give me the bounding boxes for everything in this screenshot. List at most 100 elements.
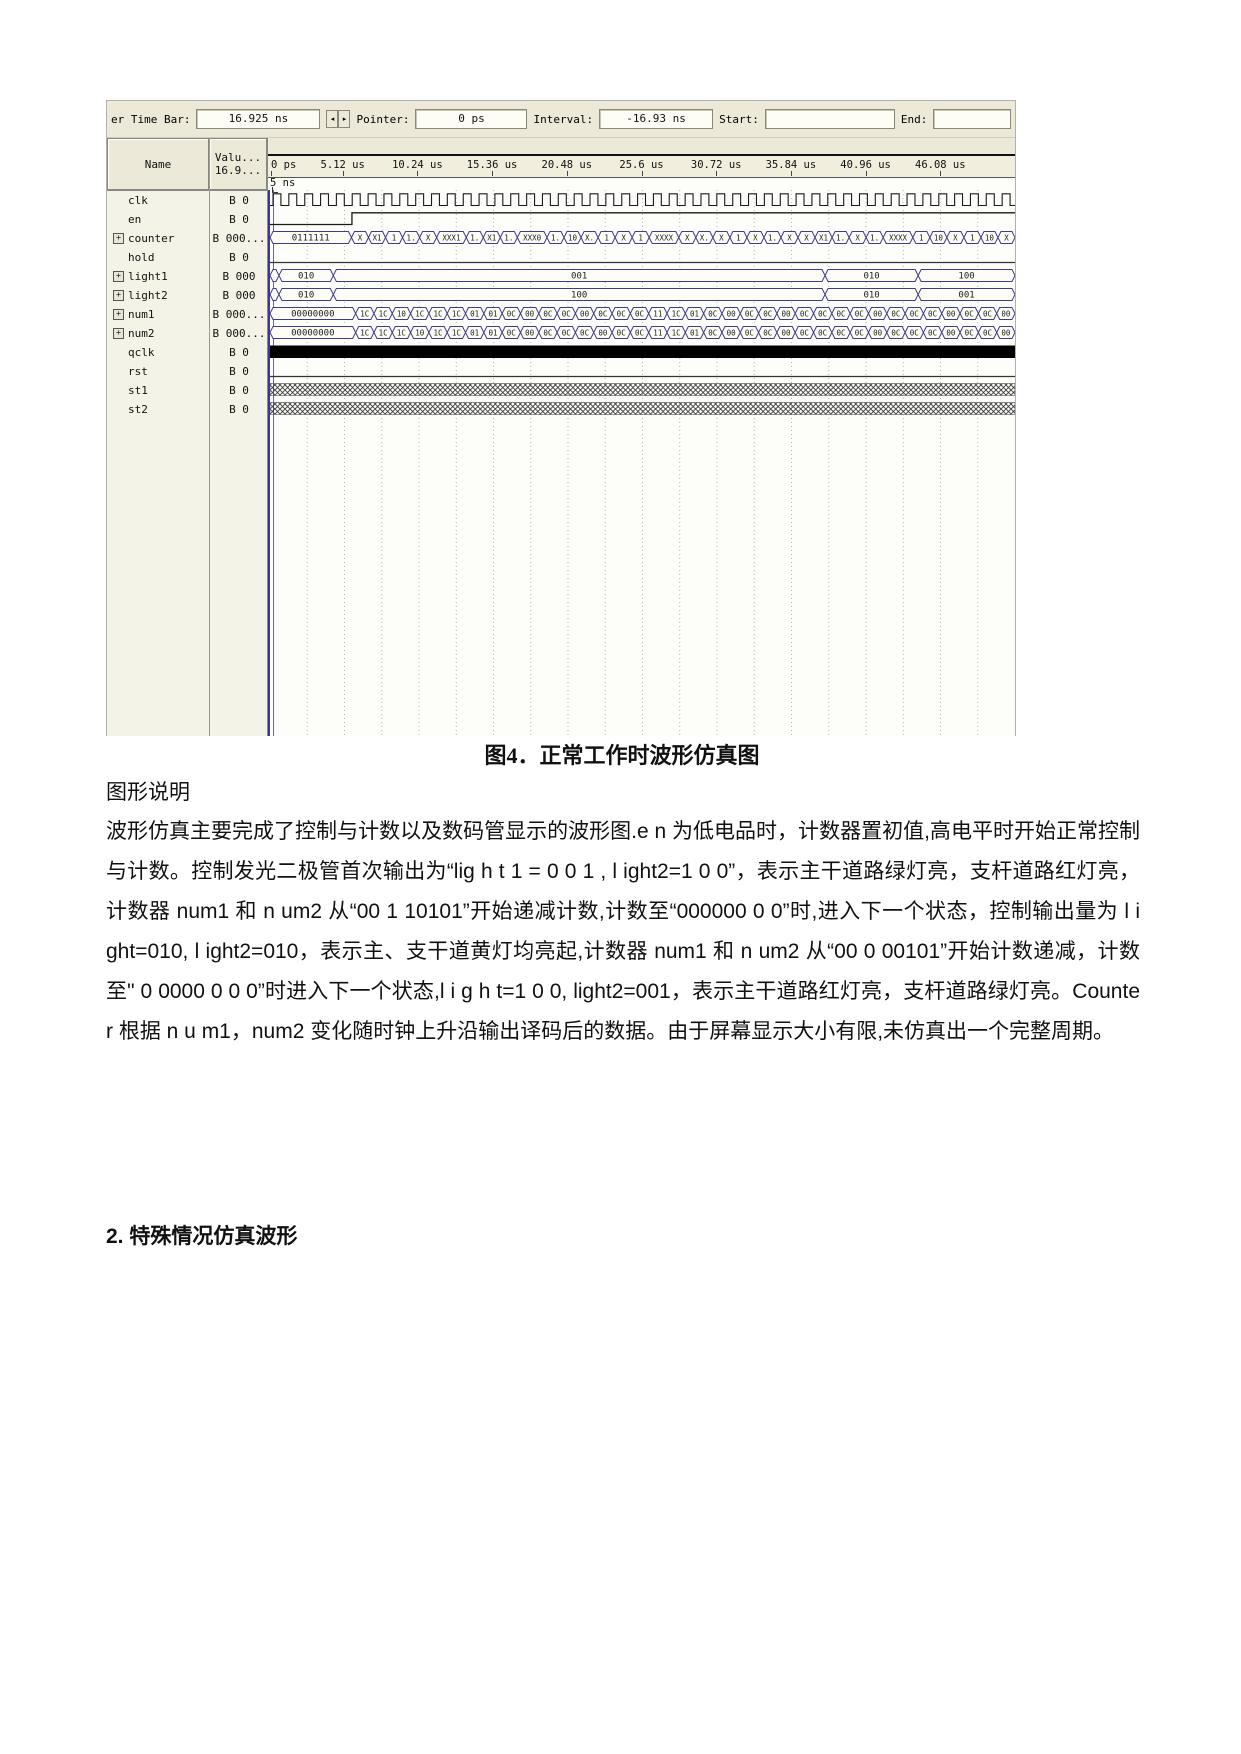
signal-column-header: Name Valu... 16.9... bbox=[107, 138, 267, 191]
svg-text:1: 1 bbox=[392, 234, 397, 243]
start-field[interactable] bbox=[764, 109, 895, 129]
svg-text:0C: 0C bbox=[891, 329, 900, 338]
svg-text:X: X bbox=[685, 234, 690, 243]
svg-text:0C: 0C bbox=[983, 329, 992, 338]
waveform-simulator-window: er Time Bar: 16.925 ns ◂ ▸ Pointer: 0 ps… bbox=[106, 100, 1016, 736]
svg-text:1: 1 bbox=[604, 234, 609, 243]
svg-text:01: 01 bbox=[488, 310, 497, 319]
wave-trace-clk bbox=[270, 190, 1015, 209]
wave-trace-hold bbox=[270, 247, 1015, 266]
value-column-header[interactable]: Valu... 16.9... bbox=[209, 138, 267, 190]
time-bar-spinner: ◂ ▸ bbox=[326, 110, 351, 128]
end-field[interactable] bbox=[933, 109, 1011, 129]
svg-text:00: 00 bbox=[525, 329, 535, 338]
start-label: Start: bbox=[719, 112, 759, 126]
ruler-tick-icon bbox=[641, 171, 643, 176]
svg-text:0C: 0C bbox=[800, 329, 809, 338]
svg-text:00: 00 bbox=[1001, 310, 1011, 319]
time-ruler[interactable]: 0 ps 5.12 us 10.24 us 15.36 us 20.48 us 25.6 … bbox=[268, 154, 1015, 178]
pointer-label: Pointer: bbox=[356, 112, 410, 126]
signal-row-light1[interactable]: + light1 B 000 bbox=[107, 267, 267, 286]
ruler-tick-icon bbox=[940, 171, 942, 176]
svg-text:0C: 0C bbox=[507, 310, 516, 319]
time-bar-field[interactable]: 16.925 ns bbox=[196, 109, 321, 129]
signal-value: B 0 bbox=[229, 194, 249, 207]
signal-value: B 000 bbox=[222, 270, 256, 283]
svg-text:1C: 1C bbox=[360, 329, 369, 338]
signal-name: clk bbox=[128, 194, 148, 207]
ruler-tick-icon bbox=[492, 171, 494, 176]
svg-text:1C: 1C bbox=[397, 329, 406, 338]
signal-value: B 000 bbox=[222, 289, 256, 302]
signal-name: rst bbox=[128, 365, 148, 378]
expand-icon[interactable]: + bbox=[113, 309, 124, 320]
signal-value: B 000... bbox=[212, 327, 266, 340]
time-cursor-label: 5 ns bbox=[270, 177, 296, 189]
svg-text:00000000: 00000000 bbox=[291, 329, 334, 339]
svg-text:01: 01 bbox=[488, 329, 497, 338]
description-paragraph: 波形仿真主要完成了控制与计数以及数码管显示的波形图.e n 为低电品时，计数器置… bbox=[106, 820, 1140, 1043]
svg-text:1C: 1C bbox=[672, 329, 681, 338]
svg-text:1: 1 bbox=[970, 234, 975, 243]
signal-value: B 0 bbox=[229, 403, 249, 416]
svg-text:10: 10 bbox=[985, 234, 995, 243]
wave-trace-qclk bbox=[270, 342, 1015, 361]
ruler-tick-label: 46.08 us bbox=[915, 159, 966, 171]
signal-name: en bbox=[128, 213, 142, 226]
svg-text:X: X bbox=[621, 234, 626, 243]
interval-field[interactable]: -16.93 ns bbox=[599, 109, 714, 129]
expand-icon[interactable]: + bbox=[113, 290, 124, 301]
end-label: End: bbox=[900, 112, 928, 126]
signal-row-counter[interactable]: + counter B 000... bbox=[107, 229, 267, 248]
svg-text:0C: 0C bbox=[598, 310, 607, 319]
svg-text:0C: 0C bbox=[562, 310, 571, 319]
signal-row-light2[interactable]: + light2 B 000 bbox=[107, 286, 267, 305]
svg-text:0C: 0C bbox=[507, 329, 516, 338]
signal-value: B 0 bbox=[229, 384, 249, 397]
svg-text:00: 00 bbox=[946, 310, 956, 319]
wave-rows[interactable]: 0111111 X X1 1 1. X XXX1 1. X1 1. XXX0 1. 10 X. 1 X 1 XXX… bbox=[268, 190, 1015, 736]
svg-text:100: 100 bbox=[958, 272, 974, 282]
wave-trace-rst bbox=[270, 361, 1015, 380]
expand-icon[interactable]: + bbox=[113, 233, 124, 244]
signal-row-num2[interactable]: + num2 B 000... bbox=[107, 324, 267, 343]
wave-trace-counter: 0111111 X X1 1 1. X XXX1 1. X1 1. XXX0 1. 10 X. 1 X 1 XXX… bbox=[270, 228, 1015, 247]
svg-text:1C: 1C bbox=[415, 310, 424, 319]
svg-text:0C: 0C bbox=[818, 329, 827, 338]
spin-left-icon[interactable]: ◂ bbox=[326, 110, 339, 128]
time-cursor-hook-icon bbox=[272, 187, 278, 193]
time-cursor-line[interactable] bbox=[273, 190, 274, 736]
expand-icon[interactable]: + bbox=[113, 328, 124, 339]
wave-trace-light2: 010 100 010 001 bbox=[270, 285, 1015, 304]
signal-row-en[interactable]: +enB 0 bbox=[107, 210, 267, 229]
ruler-tick-label: 0 ps bbox=[271, 159, 297, 171]
svg-text:0C: 0C bbox=[910, 310, 919, 319]
signal-row-num1[interactable]: + num1 B 000... bbox=[107, 305, 267, 324]
signal-name: light1 bbox=[128, 270, 168, 283]
svg-text:01: 01 bbox=[470, 329, 479, 338]
svg-text:00: 00 bbox=[727, 310, 737, 319]
svg-text:01: 01 bbox=[690, 329, 699, 338]
name-column-header[interactable]: Name bbox=[107, 138, 209, 190]
svg-text:X: X bbox=[787, 234, 792, 243]
svg-text:X1: X1 bbox=[819, 234, 828, 243]
pointer-field[interactable]: 0 ps bbox=[415, 109, 528, 129]
expand-icon[interactable]: + bbox=[113, 271, 124, 282]
time-cursor-row[interactable]: 5 ns bbox=[268, 177, 1015, 193]
svg-text:X: X bbox=[855, 234, 860, 243]
svg-text:00: 00 bbox=[1001, 329, 1011, 338]
svg-text:1C: 1C bbox=[434, 329, 443, 338]
ruler-tick-icon bbox=[716, 171, 718, 176]
svg-text:X1: X1 bbox=[372, 234, 381, 243]
svg-text:X.: X. bbox=[700, 234, 709, 243]
svg-text:00: 00 bbox=[782, 310, 792, 319]
svg-text:0C: 0C bbox=[983, 310, 992, 319]
spin-right-icon[interactable]: ▸ bbox=[338, 110, 351, 128]
